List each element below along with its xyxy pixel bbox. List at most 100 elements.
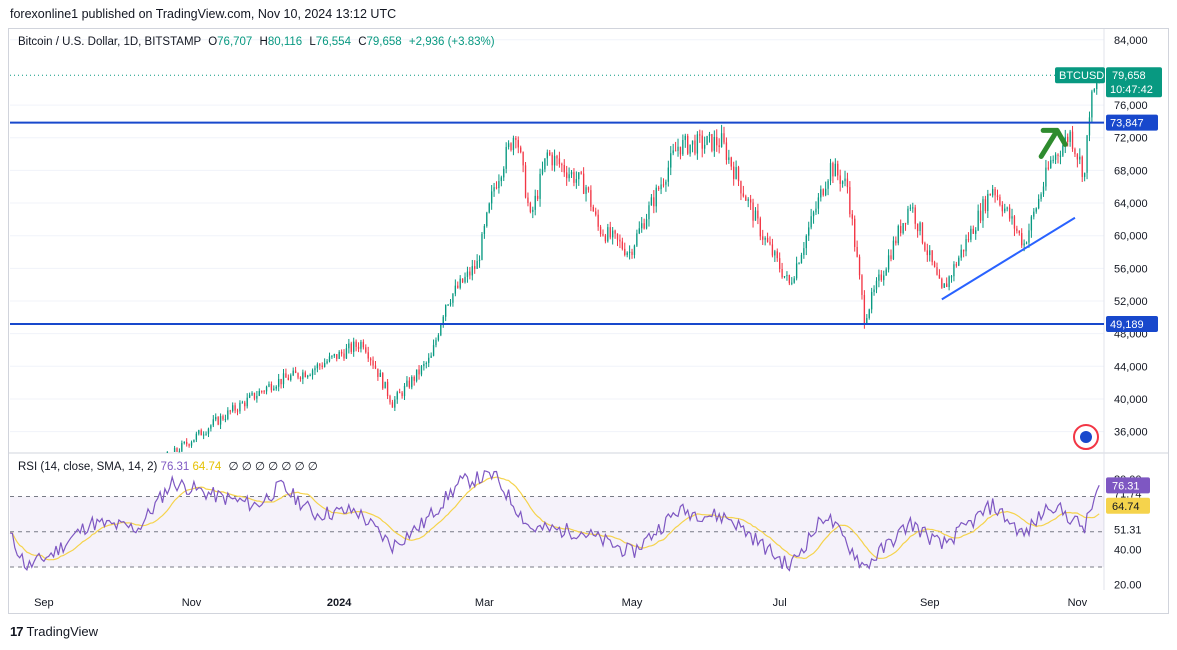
- candle-body: [863, 295, 866, 325]
- candle-body: [641, 223, 643, 229]
- candle-body: [1037, 198, 1040, 209]
- candle-body: [348, 343, 350, 349]
- candle-body: [776, 251, 778, 259]
- candle-body: [517, 139, 519, 148]
- open-value: 76,707: [217, 36, 253, 48]
- candle-body: [950, 276, 953, 278]
- candle-body: [982, 199, 984, 221]
- candle-body: [824, 188, 827, 196]
- candle-body: [858, 256, 861, 276]
- candle-body: [529, 202, 532, 212]
- candle-body: [292, 370, 294, 376]
- candle-body: [498, 181, 500, 189]
- candle-body: [708, 134, 711, 137]
- rsi-line: [9, 470, 1100, 572]
- candle-body: [205, 433, 207, 435]
- candle-body: [793, 278, 795, 283]
- candle-body: [599, 226, 602, 235]
- candle-body: [287, 377, 290, 381]
- candle-body: [449, 302, 452, 305]
- candle-body: [691, 140, 694, 145]
- candle-body: [336, 354, 338, 359]
- candle-body: [769, 241, 771, 245]
- candle-body: [510, 143, 512, 150]
- candle-body: [762, 236, 764, 240]
- candle-body: [236, 410, 239, 412]
- candle-body: [190, 442, 193, 446]
- rsi-sma-tag-label: 64.74: [1112, 501, 1140, 513]
- candle-body: [648, 205, 650, 220]
- candle-body: [745, 196, 747, 201]
- price-tick-label: 36,000: [1114, 427, 1148, 439]
- candle-body: [1042, 186, 1045, 195]
- trendline: [941, 216, 1076, 301]
- candle-body: [232, 405, 234, 412]
- candle-body: [742, 193, 745, 197]
- candle-body: [645, 219, 648, 229]
- last-price-tag: [1106, 67, 1162, 98]
- candle-body: [1059, 155, 1062, 157]
- candle-body: [834, 163, 837, 177]
- candle-body: [1025, 242, 1028, 244]
- candle-body: [478, 259, 481, 261]
- rsi-value-tag: [1106, 477, 1150, 494]
- candle-body: [747, 199, 749, 201]
- candle-body: [1088, 117, 1091, 136]
- resistance-level-label: 73,847: [1110, 118, 1144, 130]
- candle-body: [270, 383, 273, 391]
- candle-body: [355, 341, 357, 347]
- candle-body: [372, 360, 374, 366]
- candle-body: [512, 138, 515, 150]
- candle-body: [316, 364, 319, 369]
- candle-body: [275, 386, 277, 389]
- time-tick-label: Jul: [773, 597, 787, 609]
- candle-body: [239, 402, 241, 412]
- candle-body: [856, 246, 858, 257]
- candle-body: [880, 274, 882, 281]
- candle-body: [677, 146, 679, 152]
- candle-body: [810, 216, 812, 228]
- candle-body: [483, 226, 486, 234]
- candle-body: [926, 250, 928, 256]
- candle-body: [1028, 230, 1030, 243]
- high-label: H: [259, 36, 268, 48]
- support-level-label: 49,189: [1110, 319, 1144, 331]
- candle-body: [217, 417, 219, 425]
- candle-body: [967, 239, 970, 241]
- footer-brand[interactable]: 17 TradingView: [10, 624, 98, 639]
- candle-body: [215, 417, 217, 420]
- candle-body: [614, 230, 616, 234]
- candle-body: [369, 358, 372, 361]
- candle-body: [720, 133, 723, 147]
- rsi-value: 76.31: [160, 461, 190, 473]
- candle-body: [716, 136, 718, 146]
- candle-body: [1091, 91, 1093, 118]
- candle-body: [556, 156, 558, 159]
- up-arrow-icon: [1038, 127, 1068, 159]
- candle-body: [248, 394, 251, 398]
- price-tick-label: 84,000: [1114, 35, 1148, 47]
- candle-body: [626, 252, 628, 255]
- candle-body: [326, 361, 328, 364]
- candle-body: [984, 199, 987, 211]
- chart-frame: [8, 28, 1169, 614]
- candle-body: [735, 167, 737, 179]
- candle-body: [820, 189, 822, 198]
- rsi-legend: RSI (14, close, SMA, 14, 2) 76.31 64.74 …: [18, 459, 318, 473]
- symbol-name: Bitcoin / U.S. Dollar, 1D, BITSTAMP: [18, 36, 201, 48]
- candle-body: [749, 199, 752, 203]
- candle-body: [495, 187, 498, 189]
- candle-body: [386, 381, 389, 397]
- candle-body: [868, 309, 870, 319]
- candle-body: [396, 392, 398, 400]
- candle-body: [689, 144, 691, 154]
- candle-body: [1079, 156, 1081, 160]
- candle-body: [1018, 230, 1020, 234]
- candle-body: [703, 144, 706, 149]
- candle-body: [541, 169, 544, 174]
- candle-body: [241, 402, 244, 404]
- candle-body: [733, 166, 735, 179]
- candle-body: [815, 208, 817, 213]
- candle-body: [321, 365, 323, 367]
